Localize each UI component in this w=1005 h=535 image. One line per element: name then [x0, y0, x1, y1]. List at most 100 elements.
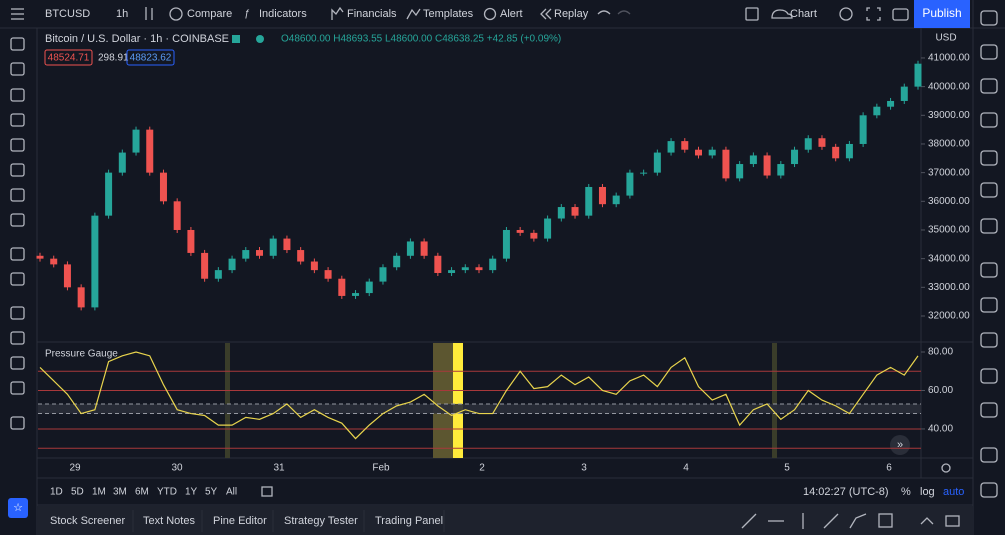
panel-tab[interactable]: Stock Screener — [50, 515, 126, 527]
range-button[interactable]: 1Y — [185, 487, 198, 498]
price-tick-label: 40000.00 — [928, 81, 970, 92]
replay-icon[interactable] — [540, 8, 552, 20]
clock: 14:02:27 (UTC-8) — [803, 486, 889, 498]
currency: USD — [935, 33, 956, 44]
toolbar-item[interactable]: Compare — [187, 8, 232, 20]
scale-option[interactable]: log — [920, 486, 935, 498]
financials-icon[interactable] — [331, 6, 344, 20]
scale-option[interactable]: auto — [943, 486, 964, 498]
axis-settings[interactable] — [941, 463, 951, 473]
tool-icon[interactable] — [10, 247, 25, 261]
layout[interactable]: Chart — [790, 8, 817, 20]
ask: 48823.62 — [130, 53, 172, 64]
toolbar-item[interactable]: Replay — [554, 8, 589, 20]
tool-icon[interactable] — [10, 416, 25, 430]
indicator-title: Pressure Gauge — [45, 349, 118, 360]
compare-icon[interactable] — [169, 7, 183, 21]
tool-icon[interactable] — [10, 113, 25, 127]
side-icon[interactable] — [980, 447, 998, 463]
side-icon[interactable] — [980, 332, 998, 348]
templates-icon[interactable] — [406, 8, 421, 20]
highlight — [225, 343, 230, 458]
candle — [105, 172, 113, 216]
toolbar-item[interactable]: Indicators — [259, 8, 307, 20]
tool-icon[interactable] — [10, 88, 25, 102]
snapshot-icon[interactable] — [892, 8, 909, 21]
tool-icon[interactable] — [10, 306, 25, 320]
tool-icon[interactable] — [10, 163, 25, 177]
alert-icon[interactable] — [483, 7, 497, 21]
candle — [173, 201, 181, 230]
fullscreen-icon[interactable] — [745, 7, 759, 21]
tool-icon[interactable] — [10, 37, 25, 51]
time-label: 3 — [581, 463, 587, 474]
panel-tab[interactable]: Strategy Tester — [284, 515, 358, 527]
side-icon[interactable] — [980, 218, 998, 234]
symbol[interactable]: BTCUSD — [45, 8, 90, 20]
tool-icon[interactable] — [10, 188, 25, 202]
candle — [544, 218, 552, 239]
candle — [722, 149, 730, 179]
candle — [50, 258, 58, 265]
panel-tab[interactable]: Text Notes — [143, 515, 195, 527]
side-icon[interactable] — [980, 482, 998, 498]
scale-option[interactable]: % — [901, 486, 911, 498]
side-icon[interactable] — [980, 78, 998, 94]
scroll-icon[interactable]: » — [897, 439, 903, 451]
range-button[interactable]: YTD — [157, 487, 177, 498]
undo-redo[interactable] — [597, 10, 631, 15]
side-icon[interactable] — [980, 297, 998, 313]
panel-tab[interactable]: Pine Editor — [213, 515, 267, 527]
side-icon[interactable] — [980, 44, 998, 60]
side-icon[interactable] — [980, 10, 998, 26]
side-icon[interactable] — [980, 112, 998, 128]
tool-icon[interactable] — [10, 138, 25, 152]
favorites-button[interactable] — [8, 498, 28, 518]
star-icon[interactable]: ☆ — [13, 502, 23, 514]
status-dot — [256, 35, 264, 43]
interval[interactable]: 1h — [116, 8, 128, 20]
range-button[interactable]: All — [226, 487, 237, 498]
candle — [269, 238, 277, 256]
menu-icon[interactable] — [11, 8, 24, 20]
toolbar-item[interactable]: Financials — [347, 8, 397, 20]
candle — [420, 241, 428, 256]
time-label: Feb — [372, 463, 390, 474]
tool-icon[interactable] — [10, 213, 25, 227]
candle — [736, 164, 744, 179]
date-range-icon[interactable] — [261, 486, 273, 497]
candle — [324, 270, 332, 279]
publish-button[interactable] — [914, 0, 970, 28]
side-icon[interactable] — [980, 402, 998, 418]
publish-label[interactable]: Publish — [922, 6, 961, 20]
range-button[interactable]: 3M — [113, 487, 127, 498]
range-button[interactable]: 1M — [92, 487, 106, 498]
range-button[interactable]: 1D — [50, 487, 63, 498]
toolbar-item[interactable]: Alert — [500, 8, 523, 20]
drawing-tools-bottom[interactable] — [741, 513, 960, 529]
tool-icon[interactable] — [10, 62, 25, 76]
tool-icon[interactable] — [10, 331, 25, 345]
tool-icon[interactable] — [10, 381, 25, 395]
candle — [132, 129, 140, 153]
side-icon[interactable] — [980, 262, 998, 278]
range-button[interactable]: 6M — [135, 487, 149, 498]
expand-icon[interactable] — [866, 7, 881, 21]
side-icon[interactable] — [980, 182, 998, 198]
range-button[interactable]: 5D — [71, 487, 84, 498]
side-icon[interactable] — [980, 368, 998, 384]
legend-title: Bitcoin / U.S. Dollar · 1h · COINBASE — [45, 33, 229, 45]
panel-tab[interactable]: Trading Panel — [375, 515, 443, 527]
range-button[interactable]: 5Y — [205, 487, 218, 498]
side-icon[interactable] — [980, 150, 998, 166]
tool-icon[interactable] — [10, 356, 25, 370]
tool-icon[interactable] — [10, 272, 25, 286]
candle — [283, 238, 291, 251]
candle — [557, 207, 565, 219]
bar-style-icon[interactable] — [145, 7, 153, 20]
cloud-icon[interactable] — [771, 9, 793, 19]
toolbar-item[interactable]: Templates — [423, 8, 474, 20]
settings-icon[interactable] — [839, 7, 853, 21]
scroll-button[interactable] — [890, 435, 910, 455]
